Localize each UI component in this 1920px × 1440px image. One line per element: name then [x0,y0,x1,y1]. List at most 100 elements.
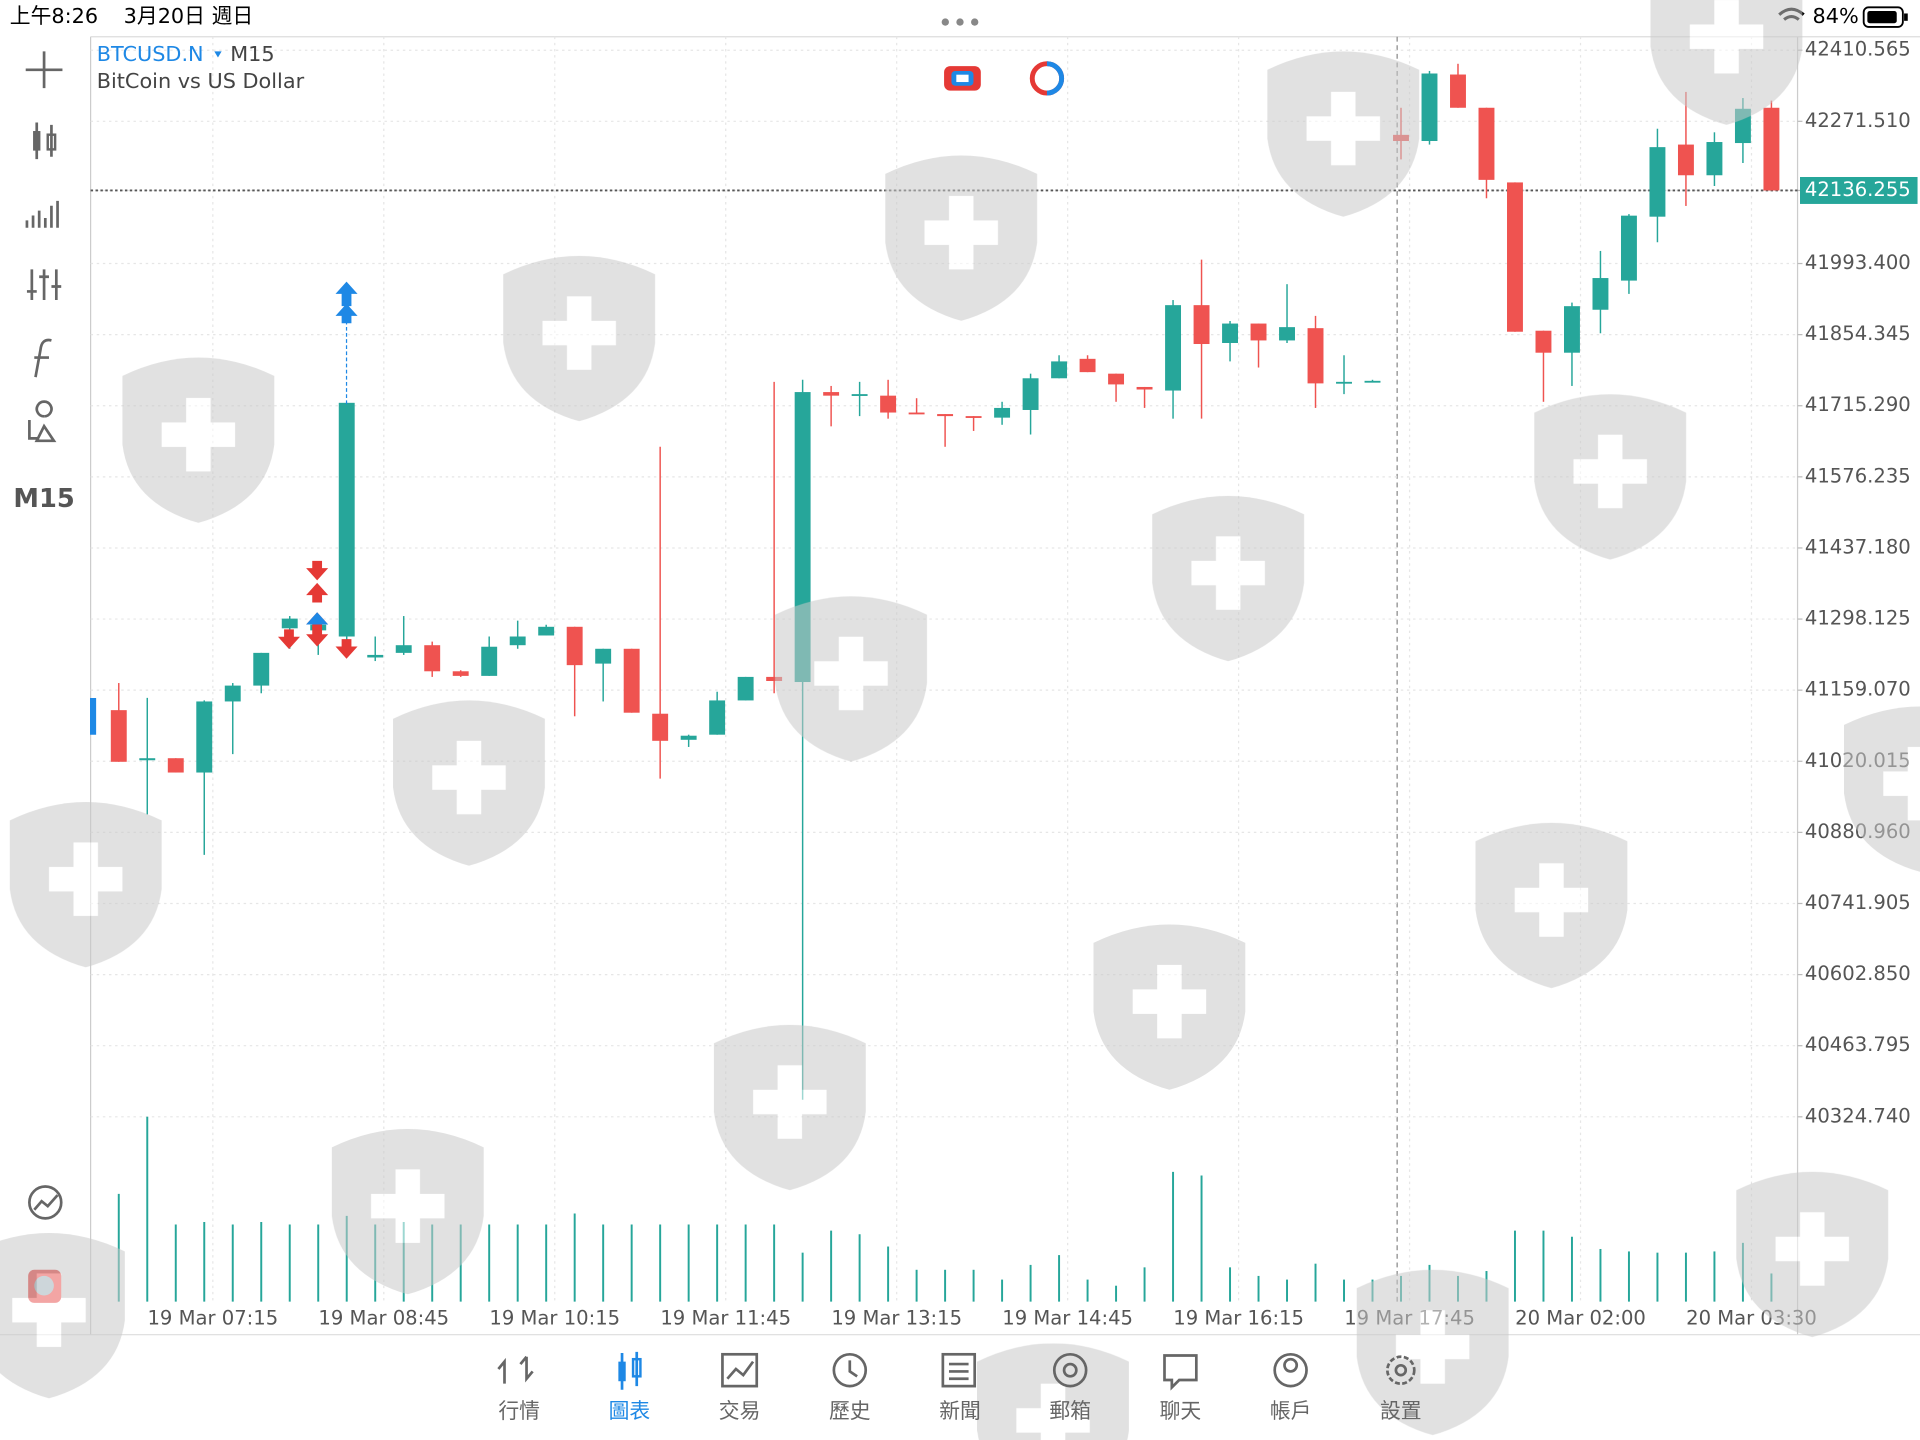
candle-body [1079,358,1096,373]
candle-body [680,735,697,740]
tab-label[interactable]: 聊天 [1160,1399,1202,1423]
left-toolbar: M15 [13,51,75,1303]
candle-body [1620,215,1637,281]
y-tick-label: 41298.125 [1805,607,1911,630]
candle-body [1450,74,1466,108]
x-tick-label: 19 Mar 16:15 [1173,1306,1304,1329]
signals-tool[interactable] [28,1185,63,1220]
tab-label[interactable]: 行情 [498,1399,540,1423]
timeframe-label: M15 [230,42,274,66]
tab-label[interactable]: 交易 [719,1399,761,1423]
candle-body [1706,142,1723,176]
settings-tool[interactable] [26,269,62,300]
symbol-dropdown[interactable] [214,51,222,58]
candle-body [139,758,156,761]
candle-body [1022,378,1039,410]
candle-body [823,392,840,396]
timeframe-tool[interactable]: M15 [13,484,74,514]
multitask-dots [941,18,979,26]
chart-icon[interactable] [618,1351,642,1390]
watermark [503,255,656,422]
candle-body [766,676,783,681]
volume-tool[interactable] [25,200,59,228]
tab-label[interactable]: 圖表 [609,1399,651,1423]
x-tick-label: 20 Mar 02:00 [1515,1306,1646,1329]
watermark [1267,51,1420,217]
candle-body [281,618,298,629]
mail-icon[interactable] [1052,1352,1088,1388]
candle-body [623,648,640,713]
watermark [775,596,927,762]
chat-icon[interactable] [1163,1354,1198,1391]
history-icon[interactable] [832,1352,868,1388]
tab-label[interactable]: 新聞 [939,1399,981,1423]
one-click-trading[interactable] [944,66,981,91]
watermark [393,700,545,866]
y-tick-label: 42410.565 [1805,38,1911,61]
quotes-icon[interactable] [497,1355,534,1384]
candle-body [566,626,583,666]
candle-body [1478,107,1495,180]
current-price-label: 42136.255 [1805,178,1911,201]
tab-label[interactable]: 帳戶 [1270,1399,1312,1423]
candle-body [994,407,1011,418]
tab-label[interactable]: 歷史 [829,1399,871,1423]
chart-type-tool[interactable] [33,122,57,160]
settings-icon[interactable] [1386,1355,1416,1386]
tab-label[interactable]: 設置 [1380,1399,1422,1423]
candle-body [1222,323,1238,343]
watermark [885,155,1038,321]
x-tick-label: 19 Mar 13:15 [831,1306,962,1329]
candle-body [424,645,441,672]
candle-body [908,412,925,415]
indicators-tool[interactable] [34,338,52,378]
candle-body [1336,381,1352,384]
watermark [1534,394,1687,560]
x-tick-label: 19 Mar 08:45 [318,1306,449,1329]
y-tick-label: 41715.290 [1805,393,1911,416]
watermark [1650,0,1803,125]
y-tick-label: 41159.070 [1805,678,1911,701]
candle-body [1677,144,1694,176]
candle-body [1421,73,1438,142]
candle-body [196,701,213,773]
candle-body [880,395,897,413]
symbol[interactable]: BTCUSD.N [97,42,204,66]
candle-body [338,402,355,637]
y-tick-label: 41993.400 [1805,251,1911,274]
candle-body [1564,306,1580,353]
watermark [1844,706,1920,872]
candle-body [167,758,184,773]
crosshair-tool[interactable] [25,51,63,89]
tab-icons [497,1351,1416,1391]
account-icon[interactable] [1273,1352,1308,1388]
signal-toggle[interactable] [1029,61,1065,96]
candle-body [224,685,241,702]
status-date: 3月20日 週日 [124,4,254,28]
y-tick-label: 41576.235 [1805,464,1911,487]
candle-body [851,394,868,396]
x-tick-label: 19 Mar 10:15 [489,1306,620,1329]
symbol-description: BitCoin vs US Dollar [97,69,305,93]
x-tick-label: 19 Mar 07:15 [147,1306,278,1329]
y-tick-label: 41437.180 [1805,535,1911,558]
candle-body [937,414,954,417]
y-tick-label: 40463.795 [1805,1033,1911,1056]
candle-body [737,676,754,701]
objects-tool[interactable] [28,400,57,443]
candle-body [1279,327,1295,341]
watermark [713,1024,866,1191]
watermark [122,357,275,523]
y-tick-label: 41854.345 [1805,322,1911,345]
news-icon[interactable] [941,1352,977,1388]
battery-icon [1862,6,1908,28]
candle-body [253,652,270,686]
tab-label[interactable]: 郵箱 [1049,1399,1091,1423]
trade-icon[interactable] [721,1352,759,1388]
candle-body [1051,361,1068,379]
candle-body [1763,107,1780,191]
status-time: 上午8:26 [10,4,98,28]
trade-markers [90,281,358,735]
candle-body [1535,330,1552,353]
